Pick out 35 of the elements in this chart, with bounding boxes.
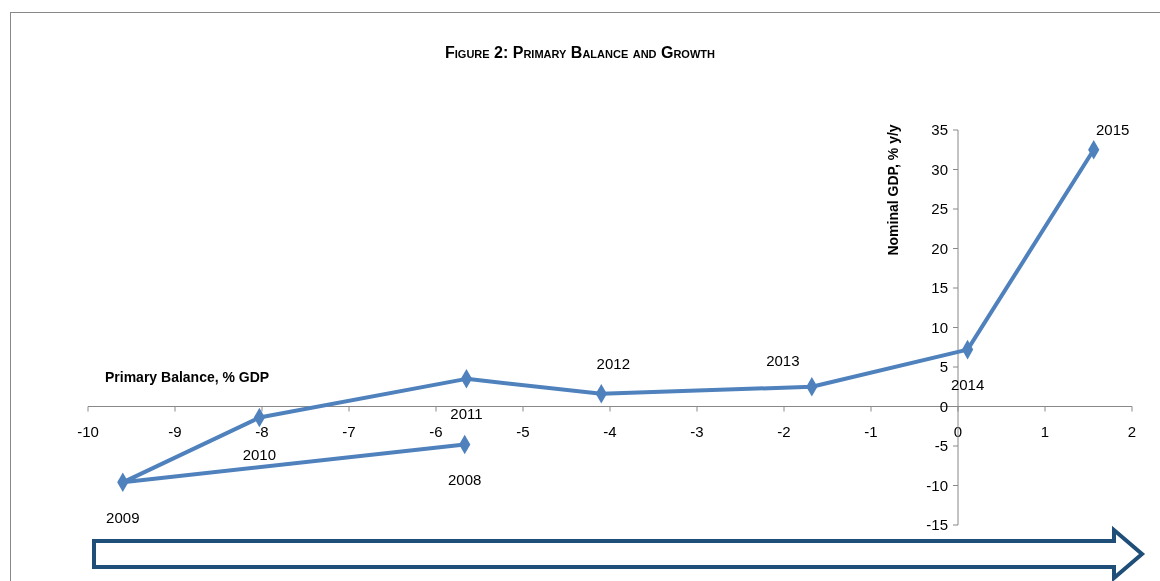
y-tick-label: -10 (926, 476, 948, 494)
annotation: 2008 (448, 471, 482, 489)
x-tick-label: -9 (168, 422, 182, 440)
chart-title: Figure 2: Primary Balance and Growth (445, 44, 716, 61)
annotation: 2014 (950, 375, 985, 393)
y-tick-label: 25 (931, 200, 948, 217)
annotation: 2011 (450, 404, 483, 422)
y-tick-label: -15 (926, 516, 948, 533)
annotation: 2015 (1096, 120, 1130, 138)
annotation: 2013 (766, 351, 800, 369)
annotation: 2012 (596, 354, 630, 372)
y-tick-label: 35 (931, 121, 948, 138)
x-tick-label: -10 (77, 422, 99, 440)
x-tick-label: -4 (603, 422, 617, 440)
x-tick-label: -2 (777, 422, 791, 440)
y-tick-label: 10 (931, 318, 948, 336)
y-axis-title: Nominal GDP, % y/y (885, 124, 901, 256)
y-tick-label: 15 (931, 279, 948, 296)
x-tick-label: -3 (690, 422, 704, 440)
y-tick-label: 5 (939, 358, 948, 375)
x-axis-title: Primary Balance, % GDP (105, 369, 270, 385)
x-tick-label: 1 (1040, 422, 1050, 440)
x-tick-label: -5 (516, 422, 530, 440)
x-tick-label: -7 (342, 422, 356, 440)
x-tick-label: 0 (953, 422, 963, 440)
annotation: 2009 (106, 509, 140, 527)
x-tick-label: 2 (1127, 422, 1137, 440)
x-tick-label: -1 (864, 422, 878, 440)
y-tick-label: 30 (931, 160, 948, 178)
annotation: 2010 (242, 445, 277, 463)
x-tick-label: -8 (255, 422, 269, 440)
y-tick-label: -5 (934, 437, 948, 454)
y-tick-label: 0 (939, 397, 948, 415)
x-tick-label: -6 (429, 422, 443, 440)
y-tick-label: 20 (931, 239, 948, 257)
